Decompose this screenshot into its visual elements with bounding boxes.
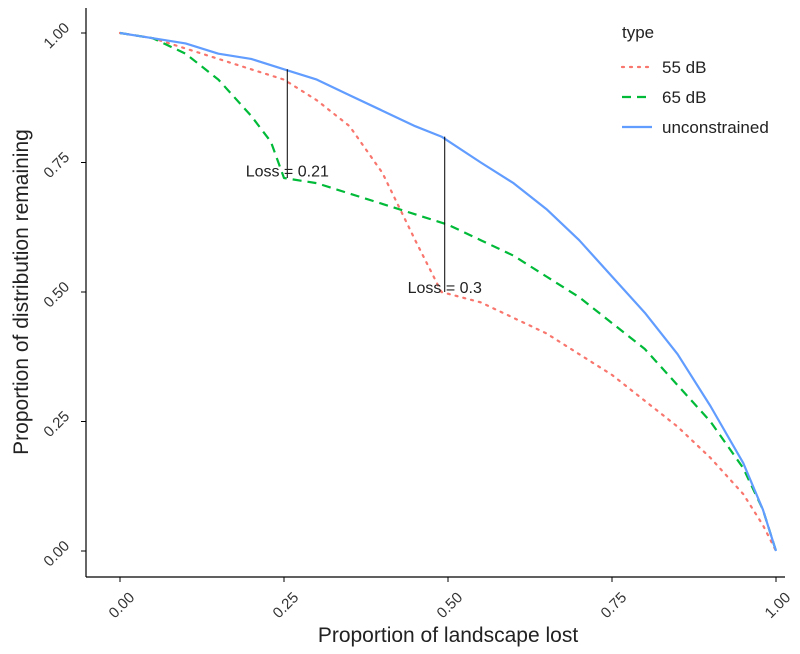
series-line-unconstrained: [119, 31, 778, 552]
y-tick-label: 0.00: [40, 537, 73, 570]
loss-annotation: Loss = 0.3: [408, 280, 482, 297]
x-tick-label: 0.00: [106, 589, 139, 622]
legend-label: 55 dB: [662, 58, 706, 77]
legend-label: 65 dB: [662, 88, 706, 107]
series-line-55-db: [118, 31, 778, 553]
y-tick-label: 0.25: [40, 408, 73, 441]
x-tick-label: 1.00: [762, 589, 795, 622]
y-tick-label: 0.50: [40, 278, 73, 311]
series-line-65-db: [119, 31, 778, 552]
x-tick-label: 0.75: [598, 589, 631, 622]
legend-title: type: [622, 23, 654, 42]
y-axis-title: Proportion of distribution remaining: [10, 129, 33, 455]
x-tick-label: 0.25: [270, 589, 303, 622]
series-group: [118, 31, 778, 553]
x-axis-title: Proportion of landscape lost: [318, 624, 578, 647]
y-tick-label: 1.00: [40, 19, 73, 52]
annotation-group: Loss = 0.21 Loss = 0.3: [246, 69, 482, 297]
loss-annotation: Loss = 0.21: [246, 163, 329, 180]
legend: type 55 dB 65 dB unconstrained: [620, 23, 769, 137]
y-tick-label: 0.75: [40, 149, 73, 182]
tick-group: 0.00 0.25 0.50 0.75 1.00 0.00 0.25 0.50 0.75 1.00: [40, 19, 794, 621]
legend-label: unconstrained: [662, 118, 769, 137]
x-tick-label: 0.50: [434, 589, 467, 622]
